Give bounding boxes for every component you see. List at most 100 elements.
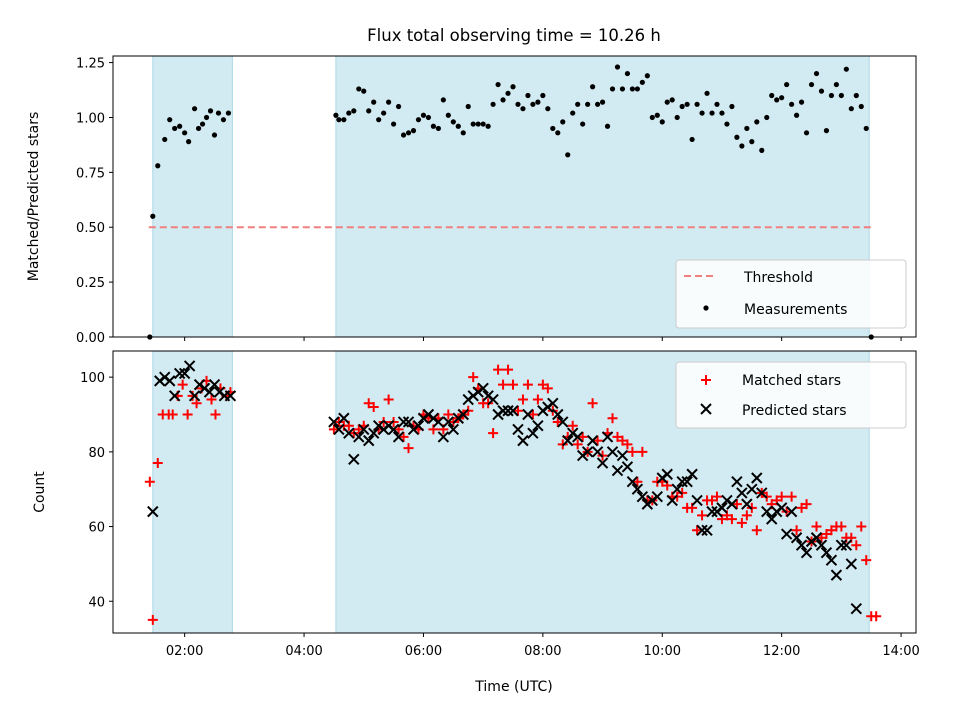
data-point-x — [840, 539, 853, 551]
data-point — [689, 136, 695, 143]
data-point — [510, 84, 516, 90]
data-point — [420, 112, 427, 118]
data-point — [480, 121, 486, 127]
data-point — [167, 117, 173, 123]
data-point — [784, 81, 790, 88]
data-point — [470, 121, 476, 127]
data-point-x — [502, 405, 514, 417]
data-point — [585, 101, 591, 107]
data-point-plus — [692, 525, 703, 536]
data-point-x — [208, 378, 221, 391]
legend-measurements-swatch — [703, 305, 709, 311]
data-point-plus — [144, 476, 155, 487]
data-point — [649, 114, 655, 121]
data-point-x — [706, 505, 718, 518]
data-point — [679, 103, 685, 110]
data-point-x — [562, 434, 574, 447]
data-point-x — [447, 423, 460, 436]
data-point — [361, 88, 367, 94]
data-point-x — [507, 405, 519, 417]
data-point-x — [731, 476, 743, 488]
data-point — [734, 134, 740, 140]
data-point-x — [203, 386, 216, 398]
data-point — [435, 125, 441, 132]
data-point-x — [527, 427, 539, 439]
data-point-x — [164, 375, 176, 387]
y-tick-label: 0.75 — [76, 166, 105, 181]
data-point-plus — [177, 379, 188, 390]
data-point-plus — [403, 443, 414, 454]
data-point-x — [701, 524, 713, 536]
y-tick-label: 0.50 — [76, 221, 105, 236]
data-point-x — [741, 498, 753, 510]
data-point — [455, 123, 461, 129]
data-point-x — [402, 416, 415, 428]
data-point-plus — [147, 614, 158, 625]
data-point-plus — [711, 491, 722, 502]
data-point — [351, 108, 357, 114]
data-point-x — [766, 513, 778, 525]
data-point-x — [616, 449, 629, 462]
data-point-x — [671, 483, 683, 495]
data-point-plus — [851, 540, 862, 551]
data-point — [199, 121, 206, 127]
data-point-x — [358, 423, 370, 436]
data-point — [754, 119, 760, 125]
data-point — [525, 92, 531, 99]
data-point — [798, 99, 805, 105]
data-point — [386, 99, 392, 105]
data-point — [729, 103, 735, 110]
axes-frame — [112, 350, 917, 634]
chart-title: Flux total observing time = 10.26 h — [367, 26, 661, 45]
data-point — [744, 125, 750, 132]
data-point-plus — [736, 517, 747, 528]
data-point-x — [353, 431, 365, 443]
data-point-x — [696, 524, 708, 536]
data-point — [425, 114, 432, 121]
data-point — [550, 125, 556, 132]
data-point-plus — [726, 514, 737, 525]
data-point-x — [820, 546, 833, 559]
data-point-plus — [567, 420, 578, 431]
data-point — [634, 86, 640, 92]
data-point — [619, 86, 626, 92]
data-point — [460, 130, 466, 136]
data-point — [813, 70, 820, 77]
data-point — [346, 110, 352, 116]
data-point-x — [746, 483, 758, 495]
data-point-x — [581, 446, 594, 458]
data-point — [475, 121, 481, 127]
data-point-x — [845, 558, 858, 570]
data-point-x — [432, 416, 445, 428]
data-point — [207, 108, 214, 114]
data-point-plus — [512, 405, 523, 416]
data-point-x — [333, 423, 345, 436]
x-tick-label: 02:00 — [166, 644, 203, 659]
data-point — [545, 106, 551, 112]
data-point-plus — [801, 499, 812, 510]
legend: Matched stars Predicted stars — [675, 361, 907, 429]
data-point — [395, 103, 402, 110]
data-point — [575, 101, 581, 107]
data-point-plus — [751, 525, 762, 536]
data-point-x — [676, 476, 688, 488]
data-point — [203, 114, 210, 121]
data-point — [654, 112, 660, 118]
data-point-x — [522, 408, 534, 421]
data-point-plus — [637, 446, 648, 457]
data-point — [535, 99, 541, 105]
data-point — [704, 90, 710, 96]
data-point-x — [800, 546, 813, 559]
data-point-x — [686, 468, 698, 480]
data-point — [843, 66, 849, 72]
data-point-x — [532, 419, 544, 432]
data-point-plus — [488, 428, 499, 439]
data-point-x — [392, 431, 405, 443]
data-point-plus — [607, 413, 618, 424]
data-point-x — [810, 532, 823, 544]
data-point-x — [343, 427, 355, 439]
data-point — [215, 110, 222, 116]
data-point — [485, 123, 491, 129]
data-point-plus — [210, 409, 221, 420]
data-point — [639, 79, 645, 85]
